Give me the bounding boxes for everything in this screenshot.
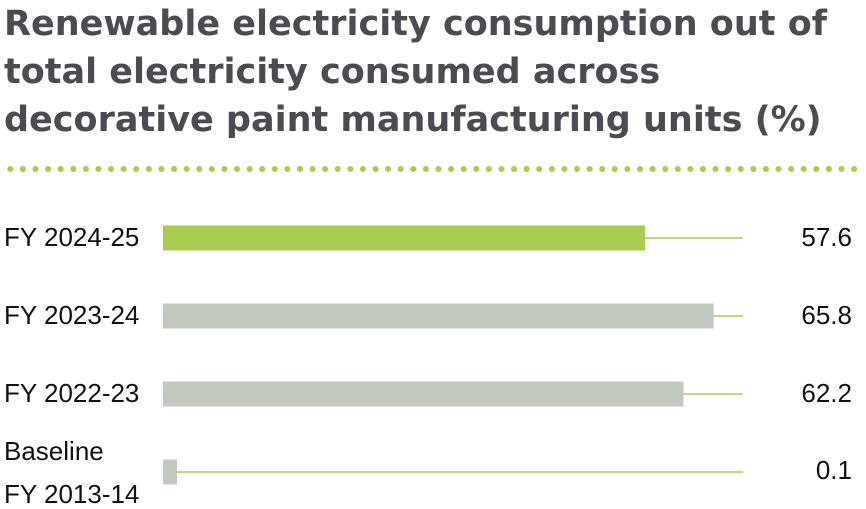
category-label-fy-2013-14: FY 2013-14 [4,479,140,509]
value-label-fy-2023-24: 65.8 [801,300,852,330]
value-label-fy-2024-25: 57.6 [801,222,852,252]
category-label-fy-2024-25: FY 2024-25 [4,222,140,252]
category-label-fy-2022-23: FY 2022-23 [4,378,140,408]
dotted-divider [4,165,860,173]
category-label-fy-2023-24: FY 2023-24 [4,300,140,330]
value-label-baseline: 0.1 [815,455,852,485]
value-label-fy-2022-23: 62.2 [801,378,852,408]
bar-fy-2023-24 [163,303,714,329]
bar-fy-2024-25 [163,225,645,251]
bar-baseline-fy-2013-14 [163,459,177,485]
chart-title: Renewable electricity consumption out of… [4,4,827,140]
bar-fy-2022-23 [163,381,684,407]
category-label-baseline: Baseline [4,436,104,466]
